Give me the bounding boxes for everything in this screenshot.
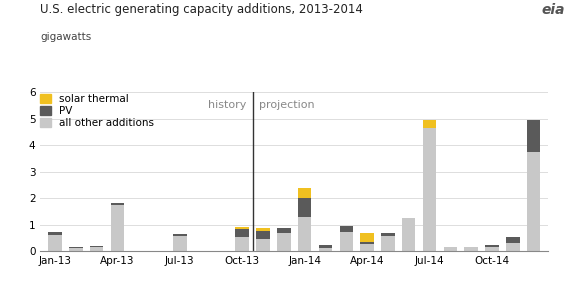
Bar xyxy=(506,237,519,243)
Bar xyxy=(235,227,249,229)
Bar xyxy=(319,248,332,251)
Bar xyxy=(256,228,270,231)
Bar xyxy=(339,226,353,231)
Text: projection: projection xyxy=(259,101,314,110)
Bar xyxy=(361,244,374,251)
Bar xyxy=(69,248,83,251)
Bar xyxy=(361,233,374,242)
Bar xyxy=(319,245,332,248)
Bar xyxy=(298,217,312,251)
Bar xyxy=(423,128,436,251)
Text: history: history xyxy=(208,101,246,110)
Bar xyxy=(173,236,186,251)
Bar xyxy=(464,247,478,251)
Bar xyxy=(527,120,540,152)
Bar xyxy=(361,242,374,244)
Bar xyxy=(381,236,395,251)
Bar xyxy=(485,245,499,247)
Bar xyxy=(506,243,519,251)
Bar xyxy=(69,247,83,248)
Bar xyxy=(90,246,103,247)
Bar xyxy=(48,235,62,251)
Bar xyxy=(48,232,62,235)
Bar xyxy=(298,199,312,217)
Bar xyxy=(527,152,540,251)
Bar xyxy=(90,247,103,251)
Bar xyxy=(402,218,415,251)
Bar xyxy=(277,228,291,233)
Bar xyxy=(339,231,353,251)
Bar xyxy=(485,247,499,251)
Bar xyxy=(111,205,124,251)
Legend: solar thermal, PV, all other additions: solar thermal, PV, all other additions xyxy=(40,94,154,128)
Bar xyxy=(381,234,395,236)
Bar xyxy=(235,229,249,237)
Bar xyxy=(423,120,436,128)
Bar xyxy=(444,247,457,251)
Bar xyxy=(256,239,270,251)
Bar xyxy=(298,188,312,199)
Text: eia: eia xyxy=(542,3,565,17)
Text: U.S. electric generating capacity additions, 2013-2014: U.S. electric generating capacity additi… xyxy=(40,3,364,16)
Bar xyxy=(277,233,291,251)
Bar xyxy=(235,237,249,251)
Bar xyxy=(111,203,124,205)
Text: gigawatts: gigawatts xyxy=(40,32,92,42)
Bar xyxy=(173,234,186,236)
Bar xyxy=(256,231,270,239)
